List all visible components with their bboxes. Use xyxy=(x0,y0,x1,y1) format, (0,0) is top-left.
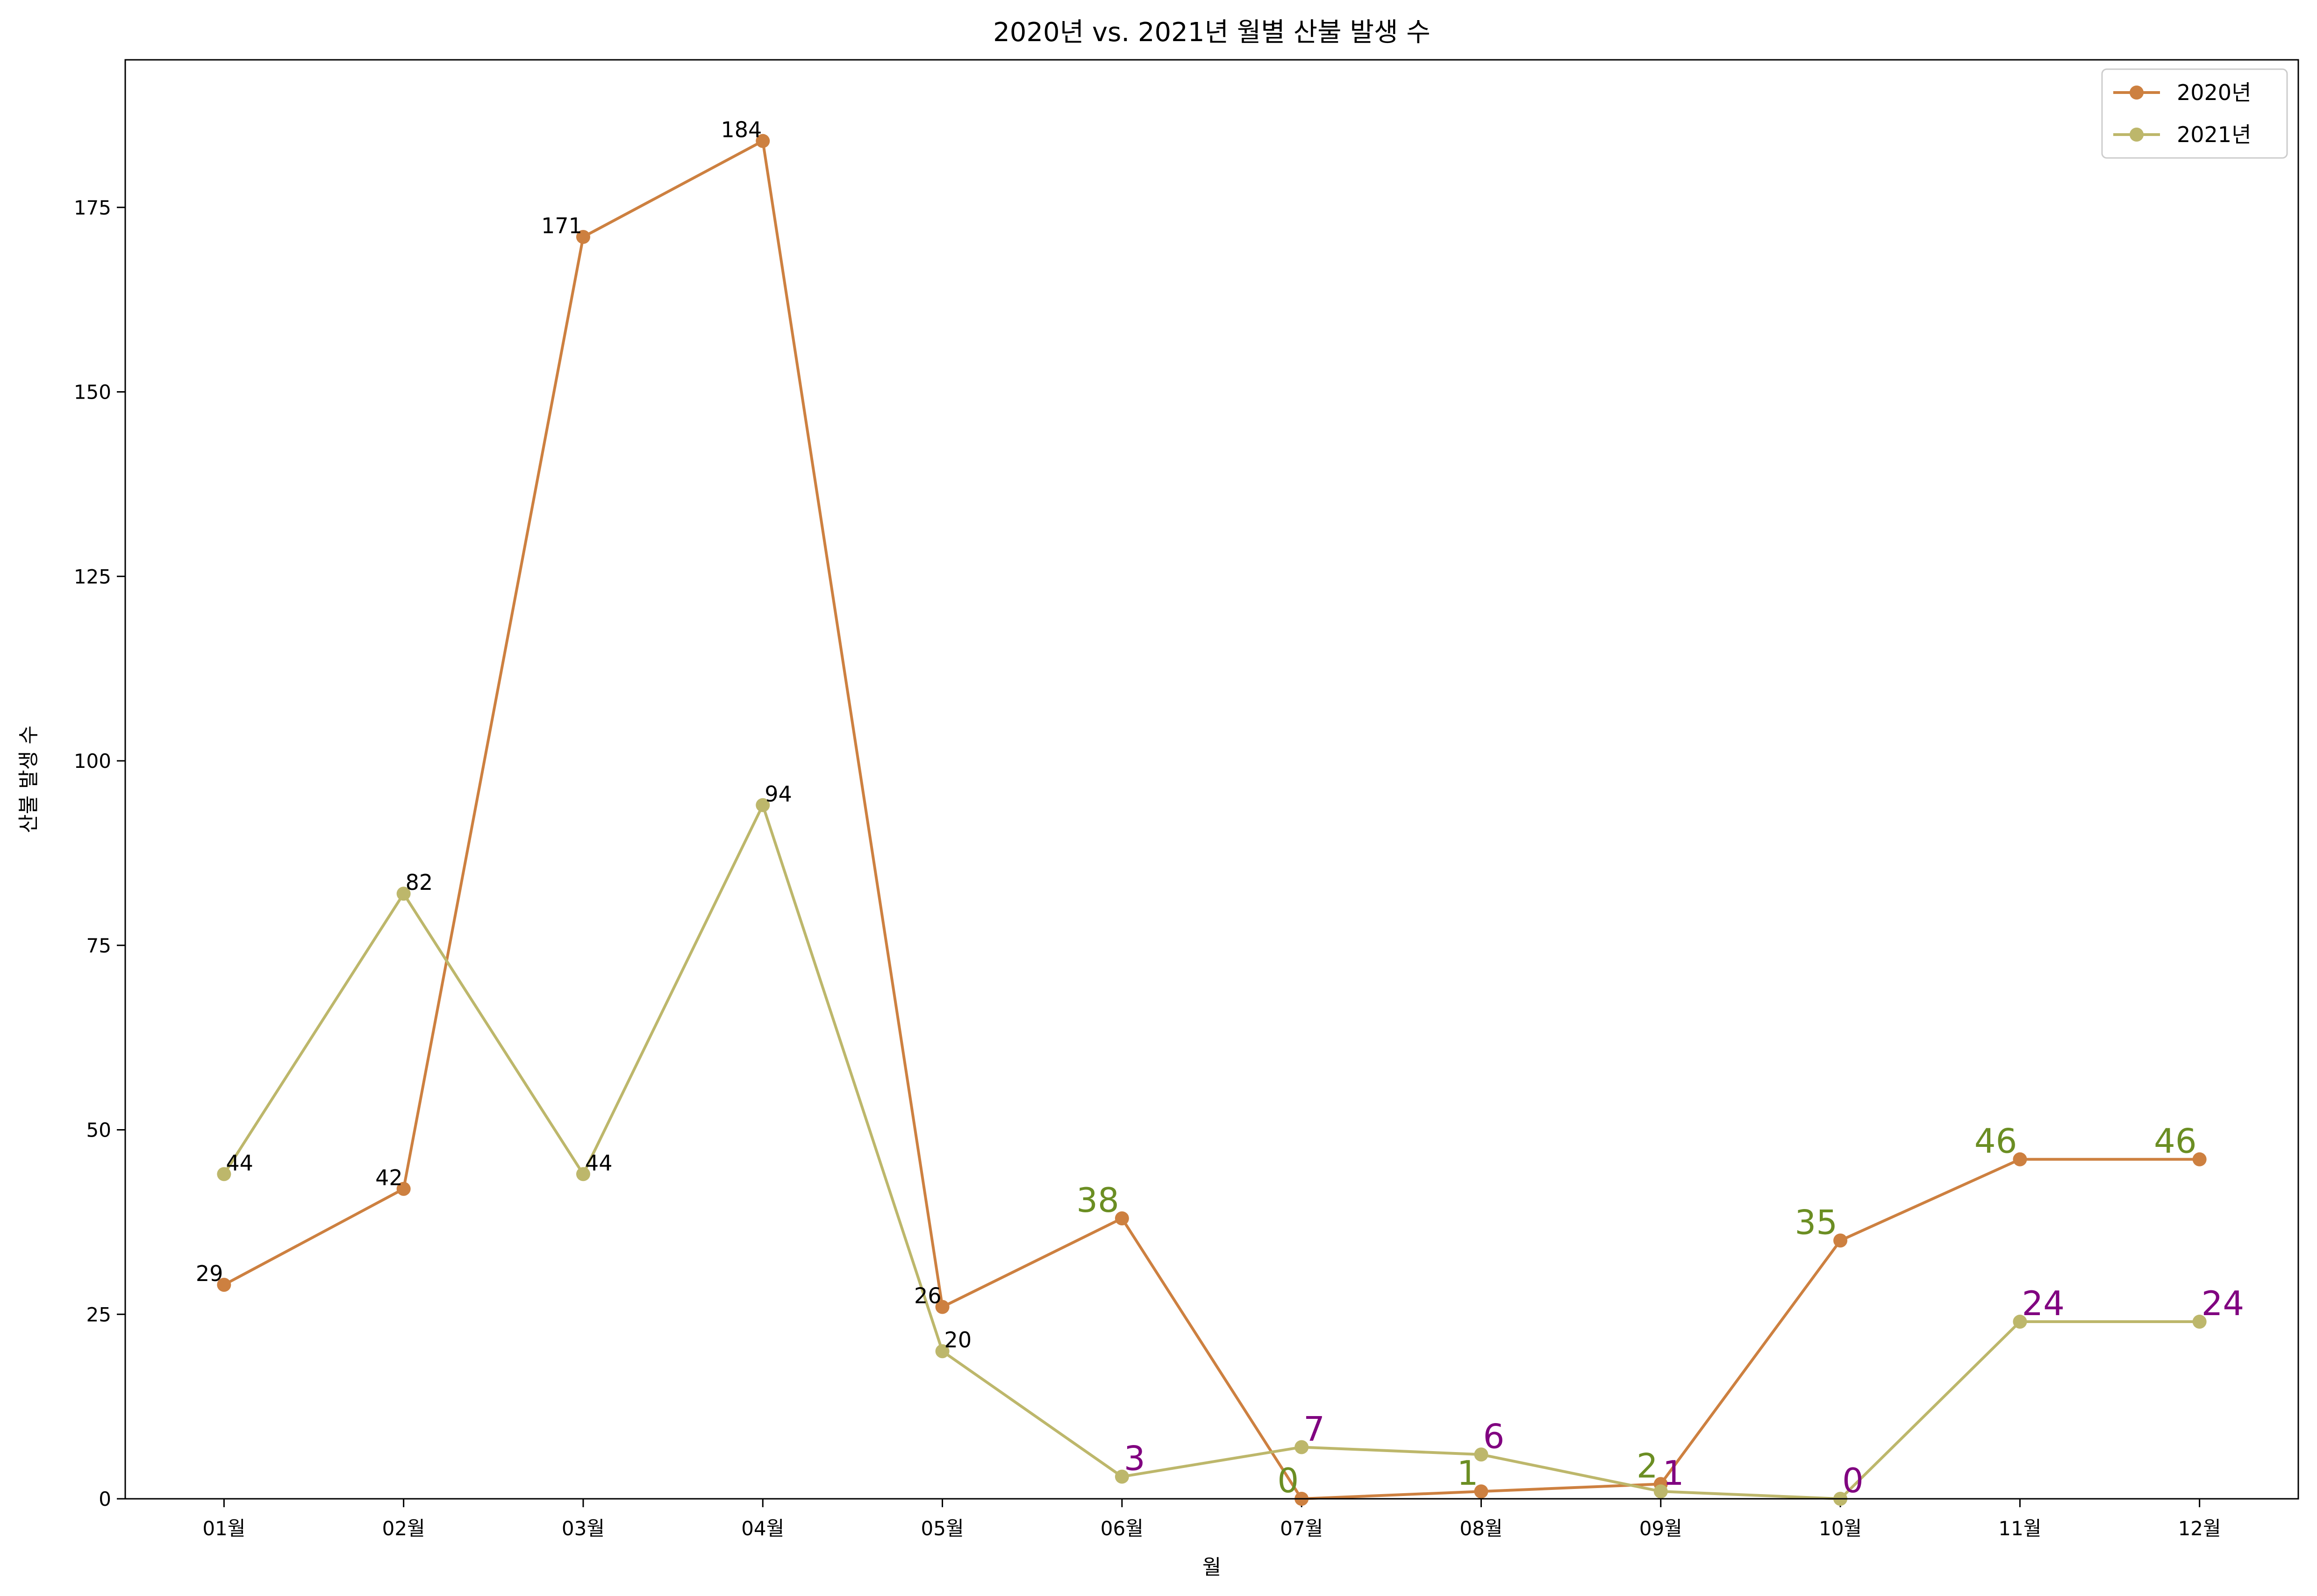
series-layer xyxy=(217,134,2207,1506)
y-tick-label: 100 xyxy=(74,750,111,773)
series-1-point xyxy=(2013,1315,2027,1329)
x-axis-title: 월 xyxy=(1202,1555,1221,1579)
data-label: 0 xyxy=(1842,1461,1864,1500)
data-label: 29 xyxy=(196,1261,223,1286)
x-tick-label: 09월 xyxy=(1639,1517,1682,1540)
data-label: 94 xyxy=(765,781,792,807)
x-tick-label: 12월 xyxy=(2178,1517,2221,1540)
data-label: 44 xyxy=(585,1150,613,1175)
series-line-1 xyxy=(222,803,2200,1500)
series-0-point xyxy=(2013,1152,2027,1167)
x-tick-label: 06월 xyxy=(1101,1517,1144,1540)
series-0-point xyxy=(935,1300,950,1314)
x-tick-label: 11월 xyxy=(1998,1517,2041,1540)
y-tick-label: 150 xyxy=(74,381,111,404)
data-label: 82 xyxy=(406,870,433,895)
data-label: 46 xyxy=(1974,1122,2017,1161)
y-tick-label: 50 xyxy=(86,1119,111,1142)
y-tick-label: 0 xyxy=(99,1488,111,1510)
y-tick-label: 25 xyxy=(86,1303,111,1326)
data-label: 7 xyxy=(1303,1409,1325,1448)
series-0-point xyxy=(1474,1484,1488,1499)
data-label: 1 xyxy=(1663,1453,1684,1493)
data-label: 42 xyxy=(375,1165,403,1190)
chart-title: 2020년 vs. 2021년 월별 산불 발생 수 xyxy=(993,17,1430,48)
data-label: 20 xyxy=(944,1327,972,1353)
data-label: 24 xyxy=(2022,1284,2065,1323)
plot-frame xyxy=(124,59,2299,1500)
data-label: 3 xyxy=(1124,1439,1145,1478)
x-tick-label: 10월 xyxy=(1819,1517,1862,1540)
x-tick-label: 05월 xyxy=(921,1517,964,1540)
series-0-point xyxy=(2192,1152,2207,1167)
series-1-point xyxy=(217,1167,231,1181)
x-tick-label: 02월 xyxy=(382,1517,425,1540)
series-1-point xyxy=(756,798,770,812)
data-label: 46 xyxy=(2154,1122,2197,1161)
x-tick-label: 03월 xyxy=(562,1517,605,1540)
data-label: 44 xyxy=(226,1150,253,1175)
series-1-point xyxy=(396,887,411,901)
data-label: 35 xyxy=(1795,1202,1838,1242)
series-0-point xyxy=(217,1278,231,1292)
data-label: 24 xyxy=(2202,1284,2245,1323)
y-tick-label: 75 xyxy=(86,934,111,957)
legend-marker xyxy=(2130,86,2144,100)
x-tick-label: 01월 xyxy=(202,1517,245,1540)
series-1-point xyxy=(1115,1469,1129,1484)
series-0-point xyxy=(1833,1233,1848,1248)
series-1-point xyxy=(1653,1484,1668,1499)
data-label: 1 xyxy=(1457,1453,1479,1493)
data-label: 184 xyxy=(721,117,762,143)
series-1-point xyxy=(1294,1440,1309,1454)
data-label: 26 xyxy=(914,1283,942,1308)
legend-label: 2021년 xyxy=(2177,122,2251,147)
data-label: 0 xyxy=(1277,1461,1299,1500)
x-tick-label: 04월 xyxy=(741,1517,784,1540)
data-label: 2 xyxy=(1637,1446,1658,1485)
x-tick-label: 07월 xyxy=(1280,1517,1323,1540)
data-label: 38 xyxy=(1076,1181,1119,1220)
series-1-point xyxy=(2192,1315,2207,1329)
series-1-point xyxy=(576,1167,590,1181)
series-0-point xyxy=(576,229,590,244)
y-tick-label: 175 xyxy=(74,196,111,219)
series-0-point xyxy=(756,134,770,148)
legend-label: 2020년 xyxy=(2177,80,2251,105)
series-1-point xyxy=(935,1344,950,1359)
series-line-0 xyxy=(223,139,2200,1500)
series-0-point xyxy=(1115,1211,1129,1225)
series-1-point xyxy=(1474,1447,1488,1462)
y-axis-title: 산불 발생 수 xyxy=(17,725,41,833)
y-tick-label: 125 xyxy=(74,565,111,588)
data-label: 6 xyxy=(1483,1417,1504,1456)
series-0-point xyxy=(396,1181,411,1196)
legend-marker xyxy=(2130,128,2144,142)
x-tick-label: 08월 xyxy=(1459,1517,1502,1540)
legend: 2020년 2021년 xyxy=(2101,68,2288,159)
data-label: 171 xyxy=(541,213,582,238)
